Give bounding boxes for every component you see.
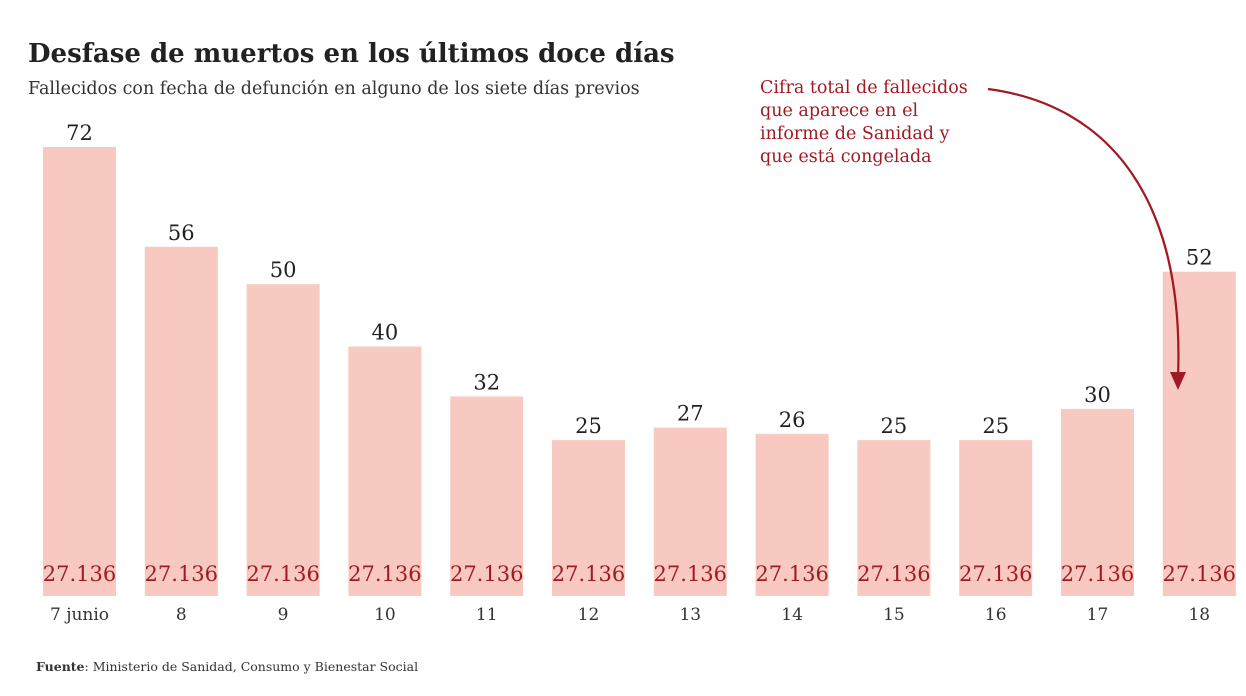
value-label-2: 56 [168, 221, 195, 245]
annotation-line-3: informe de Sanidad y [760, 124, 950, 144]
bar-10 [959, 440, 1033, 596]
x-tick-label-7: 13 [679, 605, 701, 625]
bar-8 [755, 433, 829, 596]
inner-label-5: 27.136 [450, 562, 523, 586]
annotation: Cifra total de fallecidos que aparece en… [760, 78, 1186, 390]
bar-9 [857, 440, 931, 596]
bars-group: 72 27.136 7 junio 56 27.136 8 50 27.136 9 40 27.13… [43, 121, 1236, 625]
bar-7 [653, 427, 727, 596]
bar-3 [246, 284, 320, 596]
annotation-line-1: Cifra total de fallecidos [760, 78, 968, 98]
inner-label-6: 27.136 [552, 562, 625, 586]
value-label-10: 25 [982, 414, 1009, 438]
inner-label-11: 27.136 [1061, 562, 1134, 586]
value-label-1: 72 [66, 121, 93, 145]
value-label-12: 52 [1186, 246, 1213, 270]
x-tick-label-3: 9 [278, 605, 289, 625]
x-tick-label-12: 18 [1188, 605, 1210, 625]
value-label-9: 25 [881, 414, 908, 438]
x-tick-label-10: 16 [985, 605, 1007, 625]
value-label-6: 25 [575, 414, 602, 438]
bar-4 [348, 346, 422, 596]
inner-label-9: 27.136 [857, 562, 930, 586]
bar-5 [450, 396, 524, 596]
annotation-line-2: que aparece en el [760, 101, 918, 121]
source-text: : Ministerio de Sanidad, Consumo y Biene… [85, 659, 419, 674]
bar-6 [552, 440, 625, 596]
value-label-7: 27 [677, 402, 704, 426]
chart-title: Desfase de muertos en los últimos doce d… [28, 39, 675, 69]
x-tick-label-2: 8 [176, 605, 187, 625]
value-label-5: 32 [473, 370, 500, 394]
value-label-11: 30 [1084, 383, 1111, 407]
x-tick-label-11: 17 [1087, 605, 1109, 625]
chart-subtitle: Fallecidos con fecha de defunción en alg… [28, 79, 640, 99]
x-tick-label-6: 12 [578, 605, 600, 625]
x-tick-label-8: 14 [781, 605, 803, 625]
x-tick-label-5: 11 [476, 605, 498, 625]
annotation-arrowhead [1170, 372, 1186, 390]
value-label-8: 26 [779, 408, 806, 432]
x-tick-label-1: 7 junio [50, 605, 109, 625]
source-label: Fuente [36, 659, 85, 674]
x-tick-label-4: 10 [374, 605, 396, 625]
inner-label-1: 27.136 [43, 562, 116, 586]
source-note: Fuente: Ministerio de Sanidad, Consumo y… [36, 659, 418, 674]
bar-1 [43, 147, 116, 596]
annotation-line-4: que está congelada [760, 147, 932, 167]
inner-label-3: 27.136 [246, 562, 319, 586]
inner-label-10: 27.136 [959, 562, 1032, 586]
value-label-3: 50 [270, 258, 297, 282]
value-label-4: 40 [372, 321, 399, 345]
bar-2 [144, 246, 218, 596]
inner-label-2: 27.136 [145, 562, 218, 586]
inner-label-8: 27.136 [755, 562, 828, 586]
bar-12 [1162, 271, 1236, 596]
inner-label-4: 27.136 [348, 562, 421, 586]
inner-label-12: 27.136 [1163, 562, 1236, 586]
annotation-arrow [987, 87, 1180, 379]
bar-11 [1061, 408, 1134, 596]
inner-label-7: 27.136 [654, 562, 727, 586]
x-tick-label-9: 15 [883, 605, 905, 625]
